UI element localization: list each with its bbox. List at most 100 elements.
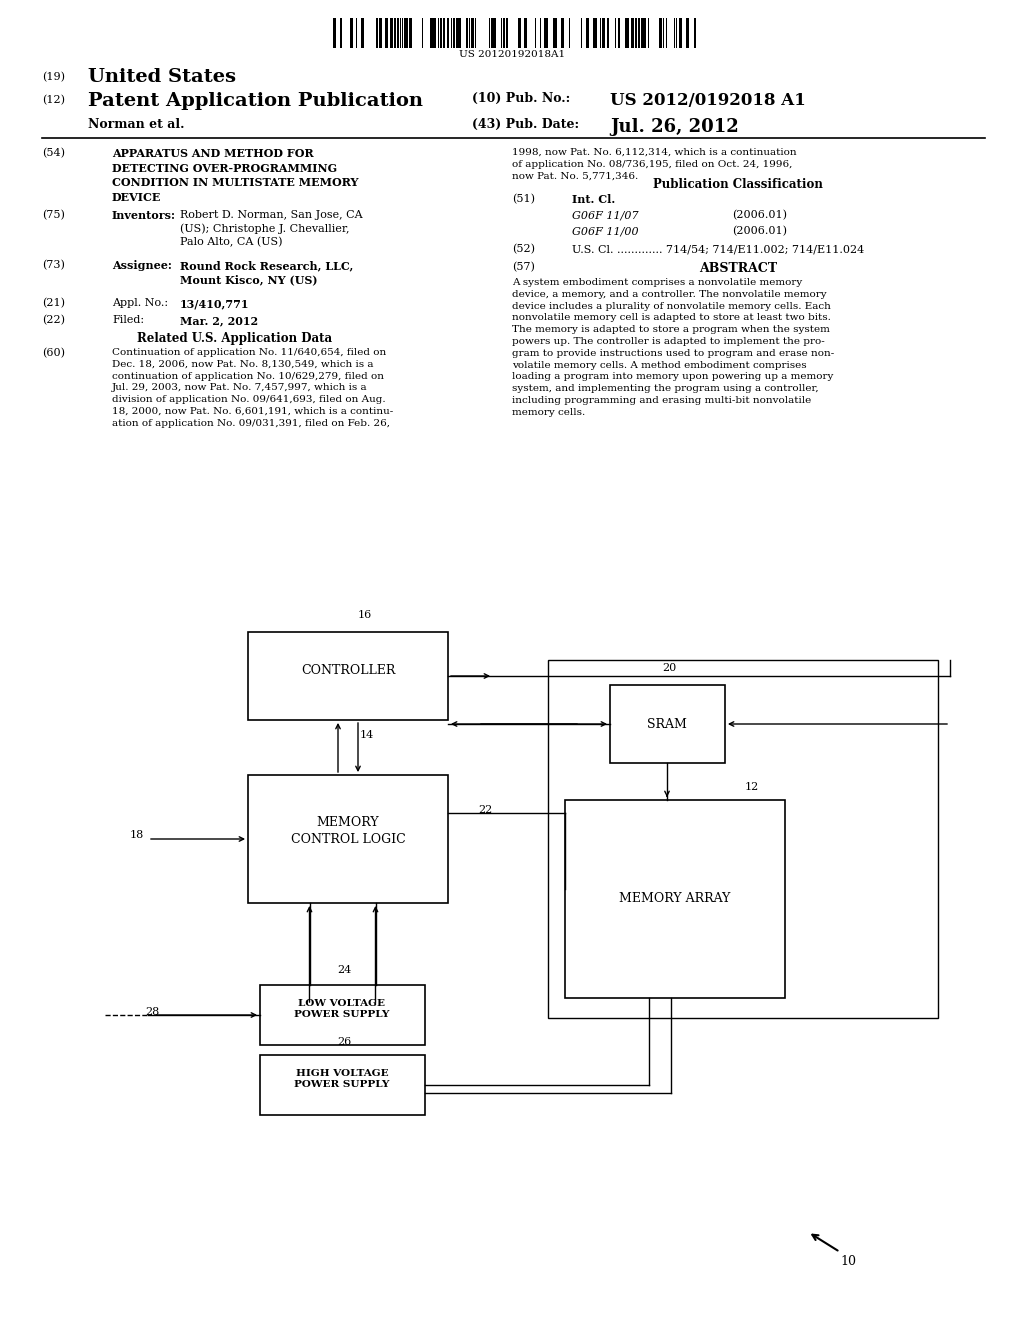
Bar [686, 18, 689, 48]
Bar [248, 632, 449, 719]
Bar [466, 18, 468, 48]
Text: 14: 14 [360, 730, 374, 741]
Text: G06F 11/07: G06F 11/07 [572, 210, 639, 220]
Bar [561, 18, 564, 48]
Bar [548, 660, 938, 1018]
Bar [446, 18, 450, 48]
Bar [404, 18, 408, 48]
Text: CONTROLLER: CONTROLLER [301, 664, 395, 676]
Text: Inventors:: Inventors: [112, 210, 176, 220]
Text: Mar. 2, 2012: Mar. 2, 2012 [180, 315, 258, 326]
Text: Norman et al.: Norman et al. [88, 117, 184, 131]
Bar [409, 18, 412, 48]
Bar [535, 18, 537, 48]
Text: Appl. No.:: Appl. No.: [112, 298, 168, 308]
Bar [376, 18, 378, 48]
Bar [430, 18, 432, 48]
Text: 10: 10 [840, 1255, 856, 1269]
Text: (12): (12) [42, 95, 65, 106]
Text: (75): (75) [42, 210, 65, 220]
Text: Jul. 26, 2012: Jul. 26, 2012 [610, 117, 738, 136]
Text: (54): (54) [42, 148, 65, 158]
Text: (2006.01): (2006.01) [732, 210, 787, 220]
Text: 12: 12 [745, 781, 759, 792]
Bar [493, 18, 496, 48]
Bar [555, 18, 557, 48]
Bar [631, 18, 634, 48]
Text: (22): (22) [42, 315, 65, 325]
Text: Patent Application Publication: Patent Application Publication [88, 92, 423, 110]
Text: 1998, now Pat. No. 6,112,314, which is a continuation
of application No. 08/736,: 1998, now Pat. No. 6,112,314, which is a… [512, 148, 797, 181]
Bar [618, 18, 621, 48]
Bar [333, 18, 336, 48]
Text: Robert D. Norman, San Jose, CA
(US); Christophe J. Chevallier,
Palo Alto, CA (US: Robert D. Norman, San Jose, CA (US); Chr… [180, 210, 362, 248]
Bar [594, 18, 597, 48]
Text: Assignee:: Assignee: [112, 260, 172, 271]
Bar [385, 18, 388, 48]
Text: U.S. Cl. ............. 714/54; 714/E11.002; 714/E11.024: U.S. Cl. ............. 714/54; 714/E11.0… [572, 244, 864, 253]
Bar [553, 18, 555, 48]
Text: 24: 24 [337, 965, 351, 975]
Text: 28: 28 [145, 1007, 160, 1016]
Text: United States: United States [88, 69, 236, 86]
Bar [399, 18, 401, 48]
Bar [390, 18, 393, 48]
Bar [471, 18, 474, 48]
Bar [586, 18, 589, 48]
Text: MEMORY
CONTROL LOGIC: MEMORY CONTROL LOGIC [291, 816, 406, 846]
Text: 18: 18 [130, 830, 144, 840]
Text: ABSTRACT: ABSTRACT [699, 261, 777, 275]
Text: (51): (51) [512, 194, 535, 205]
Bar [433, 18, 436, 48]
Text: 20: 20 [662, 663, 676, 673]
Bar [545, 18, 548, 48]
Text: SRAM: SRAM [647, 718, 687, 730]
Text: A system embodiment comprises a nonvolatile memory
device, a memory, and a contr: A system embodiment comprises a nonvolat… [512, 279, 835, 417]
Bar [679, 18, 682, 48]
Bar [397, 18, 398, 48]
Text: (21): (21) [42, 298, 65, 309]
Bar [610, 685, 725, 763]
Bar [641, 18, 643, 48]
Text: G06F 11/00: G06F 11/00 [572, 226, 639, 236]
Text: LOW VOLTAGE
POWER SUPPLY: LOW VOLTAGE POWER SUPPLY [294, 999, 390, 1019]
Text: US 20120192018A1: US 20120192018A1 [459, 50, 565, 59]
Bar [379, 18, 382, 48]
Text: Continuation of application No. 11/640,654, filed on
Dec. 18, 2006, now Pat. No.: Continuation of application No. 11/640,6… [112, 348, 393, 428]
Bar [393, 18, 396, 48]
Text: HIGH VOLTAGE
POWER SUPPLY: HIGH VOLTAGE POWER SUPPLY [294, 1069, 390, 1089]
Text: (73): (73) [42, 260, 65, 271]
Bar [694, 18, 696, 48]
Bar [506, 18, 508, 48]
Bar [626, 18, 630, 48]
Text: (60): (60) [42, 348, 65, 358]
Bar [459, 18, 462, 48]
Bar [607, 18, 608, 48]
Bar [260, 985, 425, 1045]
Bar [248, 775, 449, 903]
Text: (52): (52) [512, 244, 535, 255]
Bar [568, 18, 570, 48]
Bar [638, 18, 640, 48]
Text: (2006.01): (2006.01) [732, 226, 787, 236]
Bar [565, 800, 785, 998]
Text: Filed:: Filed: [112, 315, 144, 325]
Bar [360, 18, 365, 48]
Text: 26: 26 [337, 1038, 351, 1047]
Bar [643, 18, 646, 48]
Bar [614, 18, 616, 48]
Text: Int. Cl.: Int. Cl. [572, 194, 615, 205]
Bar [488, 18, 490, 48]
Text: (57): (57) [512, 261, 535, 272]
Bar [676, 18, 678, 48]
Bar [457, 18, 459, 48]
Text: Round Rock Research, LLC,
Mount Kisco, NY (US): Round Rock Research, LLC, Mount Kisco, N… [180, 260, 353, 285]
Text: Publication Classification: Publication Classification [653, 178, 823, 191]
Bar [469, 18, 470, 48]
Bar [518, 18, 521, 48]
Bar [443, 18, 444, 48]
Bar [440, 18, 442, 48]
Text: APPARATUS AND METHOD FOR
DETECTING OVER-PROGRAMMING
CONDITION IN MULTISTATE MEMO: APPARATUS AND METHOD FOR DETECTING OVER-… [112, 148, 358, 203]
Bar [350, 18, 353, 48]
Bar [635, 18, 637, 48]
